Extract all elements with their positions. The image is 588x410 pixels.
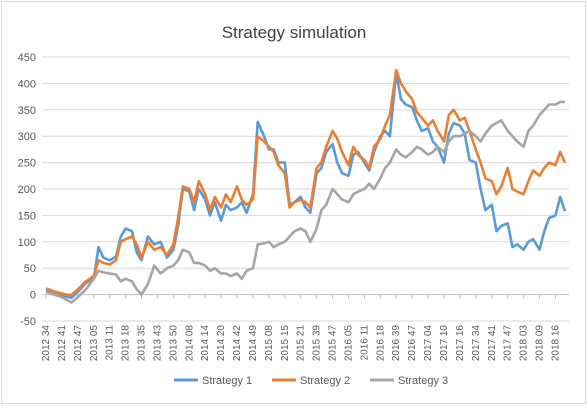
x-tick-label: 2013 05	[89, 325, 100, 362]
chart-title: Strategy simulation	[222, 23, 367, 42]
y-tick-label: 250	[18, 158, 36, 170]
series-line-strategy-1	[45, 71, 567, 300]
x-tick-label: 2016 11	[359, 325, 370, 361]
x-tick-label: 2014 08	[184, 325, 195, 362]
x-tick-label: 2013 50	[168, 325, 179, 362]
y-tick-label: 200	[18, 184, 36, 196]
x-tick-label: 2016 05	[343, 325, 354, 362]
x-tick-label: 2015 15	[280, 325, 291, 362]
x-tick-label: 2016 47	[407, 325, 418, 362]
y-tick-label: 400	[18, 78, 36, 90]
legend-label-strategy-1: Strategy 1	[202, 375, 252, 387]
y-tick-label: 50	[24, 263, 36, 275]
legend-label-strategy-2: Strategy 2	[300, 375, 350, 387]
x-tick-label: 2016 18	[375, 325, 386, 362]
x-tick-label: 2015 47	[328, 325, 339, 362]
series-line-strategy-3	[45, 100, 565, 304]
x-tick-label: 2014 20	[216, 325, 227, 362]
x-tick-label: 2012 47	[73, 325, 84, 362]
x-tick-label: 2018 03	[519, 325, 530, 362]
x-tick-label: 2015 39	[312, 325, 323, 362]
x-tick-label: 2017 16	[455, 325, 466, 362]
y-tick-label: 450	[18, 52, 36, 64]
x-tick-label: 2015 21	[296, 325, 307, 362]
x-tick-label: 2013 18	[121, 325, 132, 362]
x-tick-label: 2016 39	[391, 325, 402, 362]
x-tick-label: 2012 34	[41, 325, 52, 362]
y-tick-label: 350	[18, 105, 36, 117]
line-chart: Strategy simulation -50 0 50 100 150 200 250 30…	[18, 23, 569, 387]
chart-frame: Strategy simulation -50 0 50 100 150 200 250 30…	[1, 1, 586, 404]
x-tick-label: 2017 10	[439, 325, 450, 362]
y-tick-label: 100	[18, 237, 36, 249]
x-tick-label: 2014 42	[232, 325, 243, 362]
x-tick-label: 2018 16	[550, 325, 561, 362]
x-tick-label: 2017 47	[503, 325, 514, 362]
y-tick-label: -50	[20, 316, 36, 328]
y-axis: -50 0 50 100 150 200 250 300 350 400 450	[18, 52, 36, 328]
series-line-strategy-2	[45, 68, 567, 297]
x-tick-label: 2015 08	[264, 325, 275, 362]
x-tick-label: 2017 34	[471, 325, 482, 362]
y-tick-label: 0	[30, 290, 36, 302]
x-tick-label: 2012 41	[57, 325, 68, 362]
legend: Strategy 1 Strategy 2 Strategy 3	[174, 375, 448, 387]
x-tick-label: 2017 04	[423, 325, 434, 362]
x-tick-label: 2014 14	[200, 325, 211, 362]
x-axis: 2012 34 2012 41 2012 47 2013 05 2013 11 2013 …	[41, 294, 561, 362]
legend-label-strategy-3: Strategy 3	[398, 375, 448, 387]
x-tick-label: 2017 41	[487, 325, 498, 362]
x-tick-label: 2013 11	[105, 325, 116, 361]
y-tick-label: 300	[18, 131, 36, 143]
gridlines	[42, 56, 569, 322]
x-tick-label: 2013 43	[152, 325, 163, 362]
series-lines	[45, 68, 567, 304]
x-tick-label: 2014 49	[248, 325, 259, 362]
y-tick-label: 150	[18, 210, 36, 222]
x-tick-label: 2013 35	[137, 325, 148, 362]
x-tick-label: 2018 09	[535, 325, 546, 362]
